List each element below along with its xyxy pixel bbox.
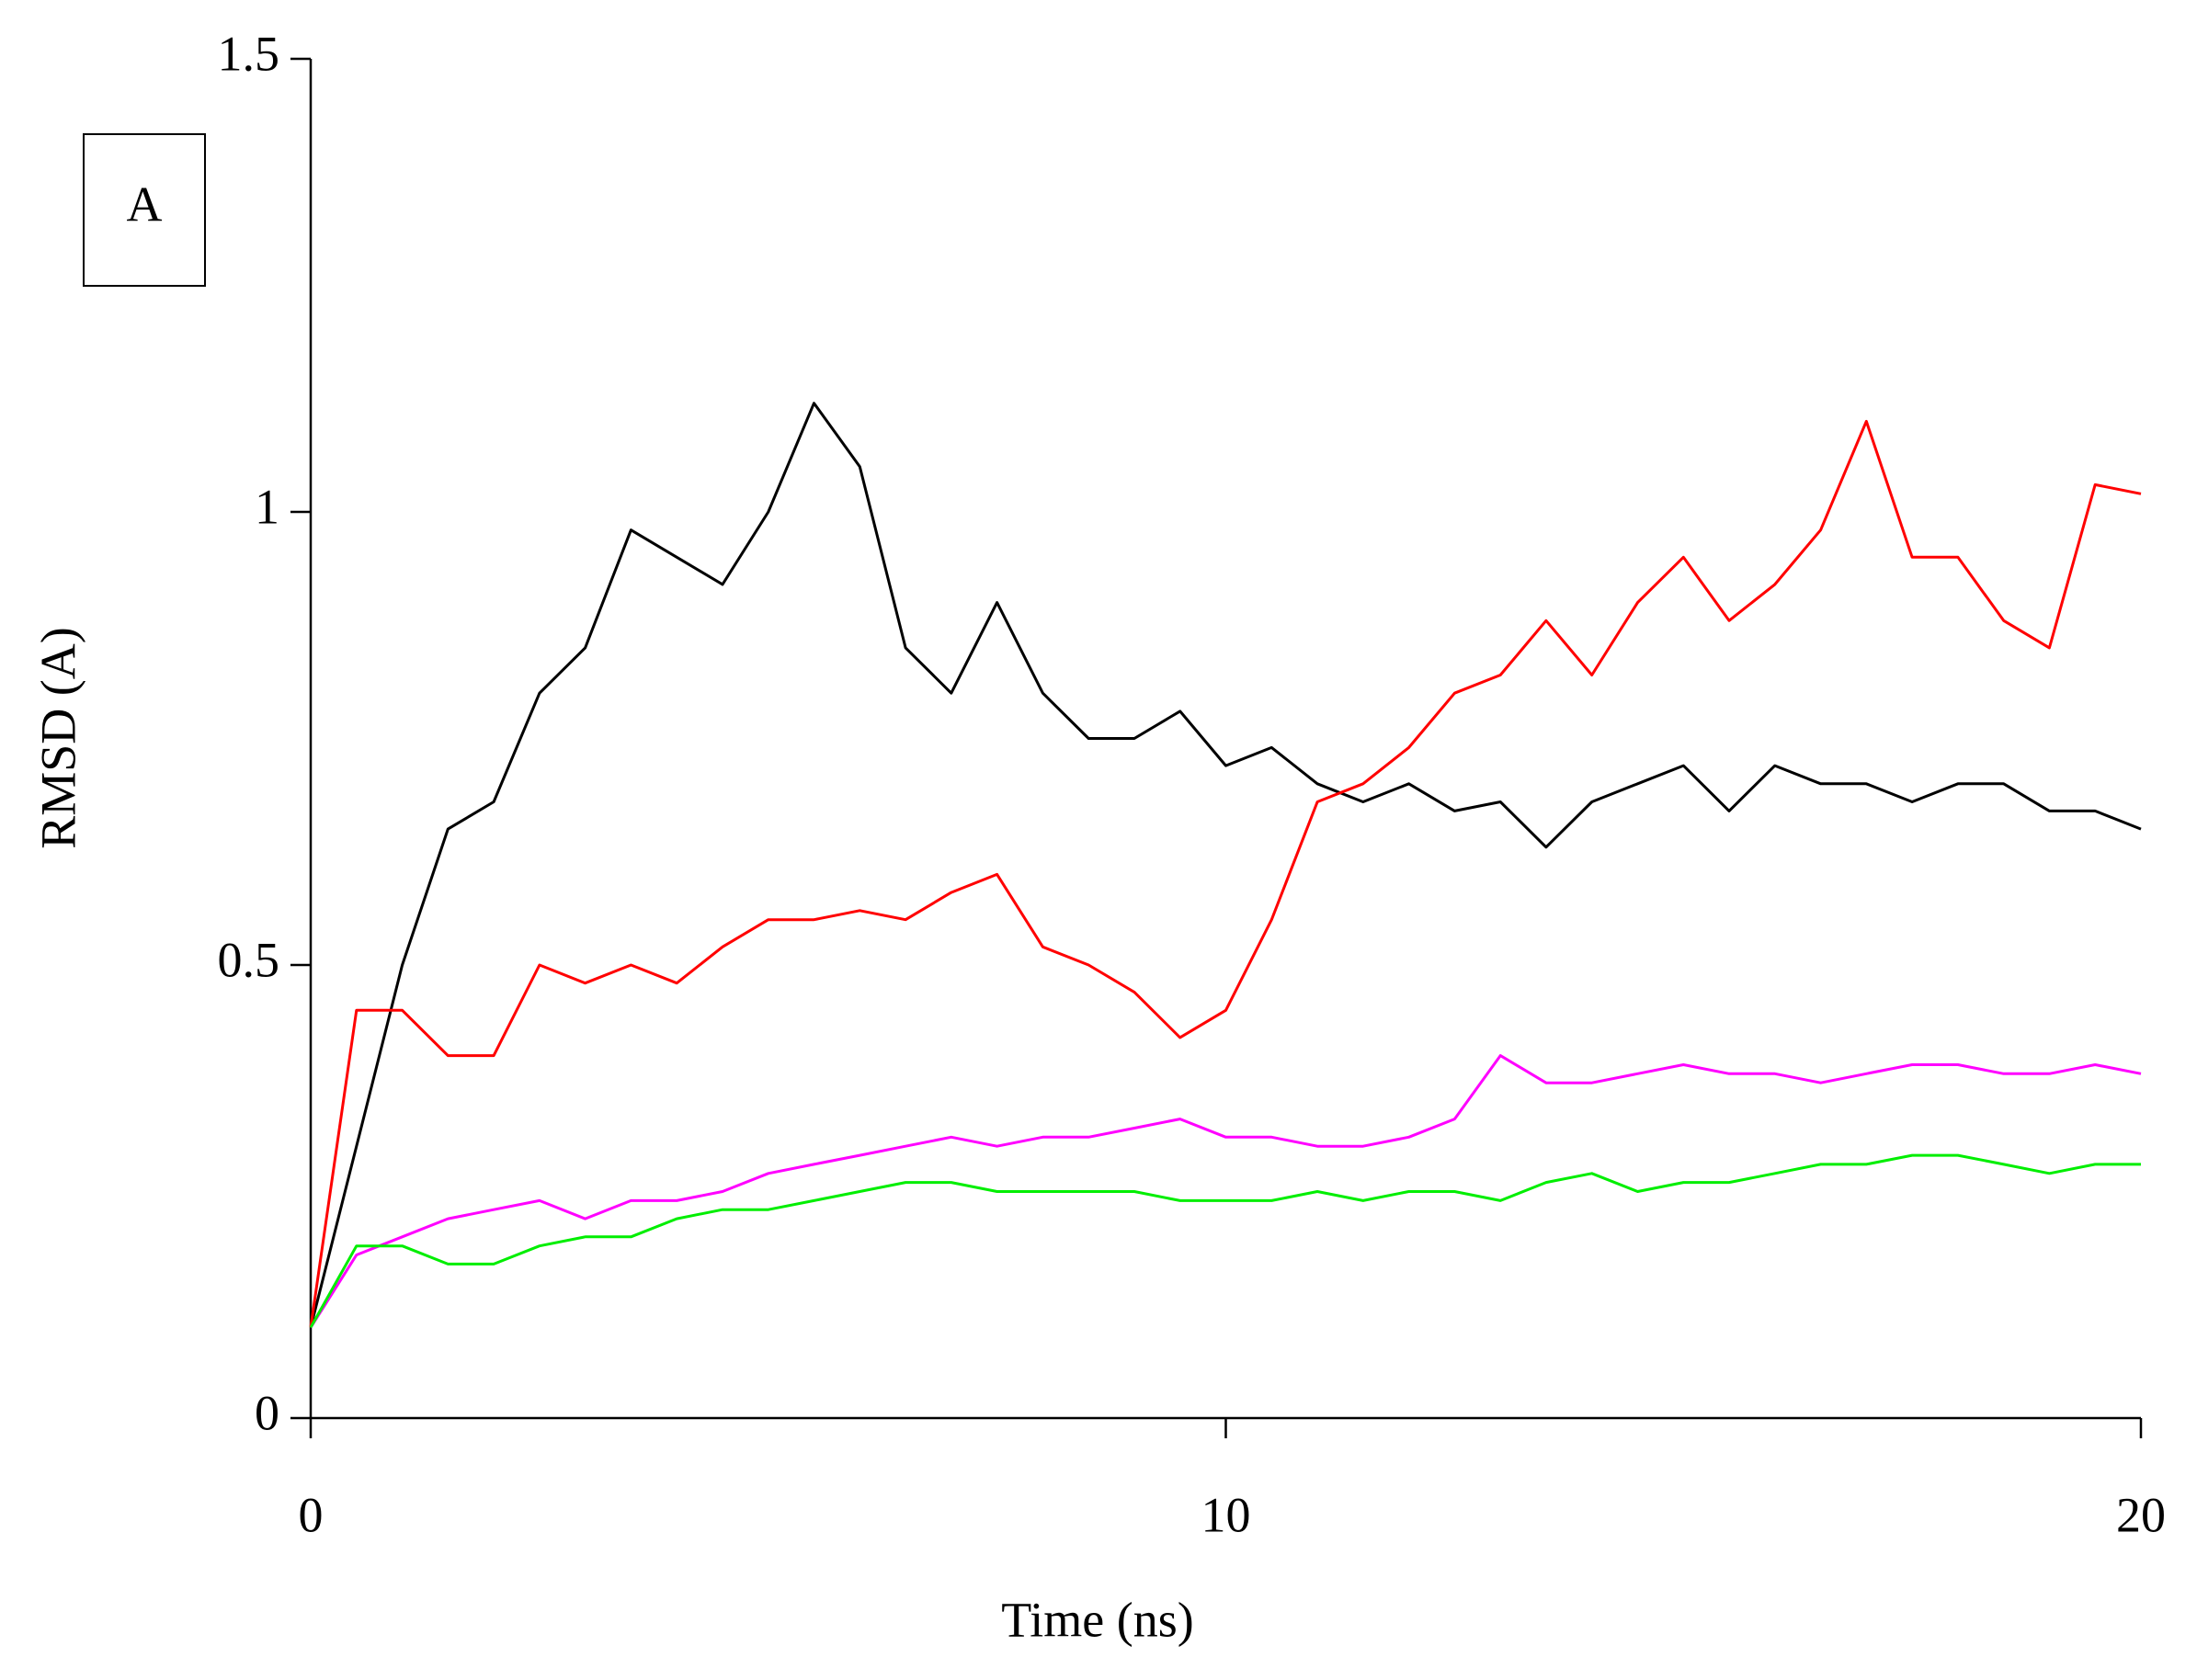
annotation-box (83, 133, 206, 287)
x-axis-label: Time (ns) (1001, 1592, 1194, 1647)
y-tick-label: 1 (255, 479, 279, 534)
y-tick-label: 0.5 (218, 932, 280, 987)
series-line (309, 1153, 2141, 1329)
x-tick-label: 20 (2116, 1487, 2166, 1542)
series-line (309, 419, 2142, 1328)
y-axis-label: RMSD (A) (30, 627, 85, 849)
y-tick-label: 0 (255, 1385, 279, 1440)
x-tick-label: 0 (299, 1487, 324, 1542)
series-line (309, 1054, 2142, 1329)
x-tick-label: 10 (1201, 1487, 1251, 1542)
annotation: A (127, 176, 163, 232)
y-tick-label: 1.5 (218, 26, 280, 81)
series-line (309, 402, 2142, 1328)
